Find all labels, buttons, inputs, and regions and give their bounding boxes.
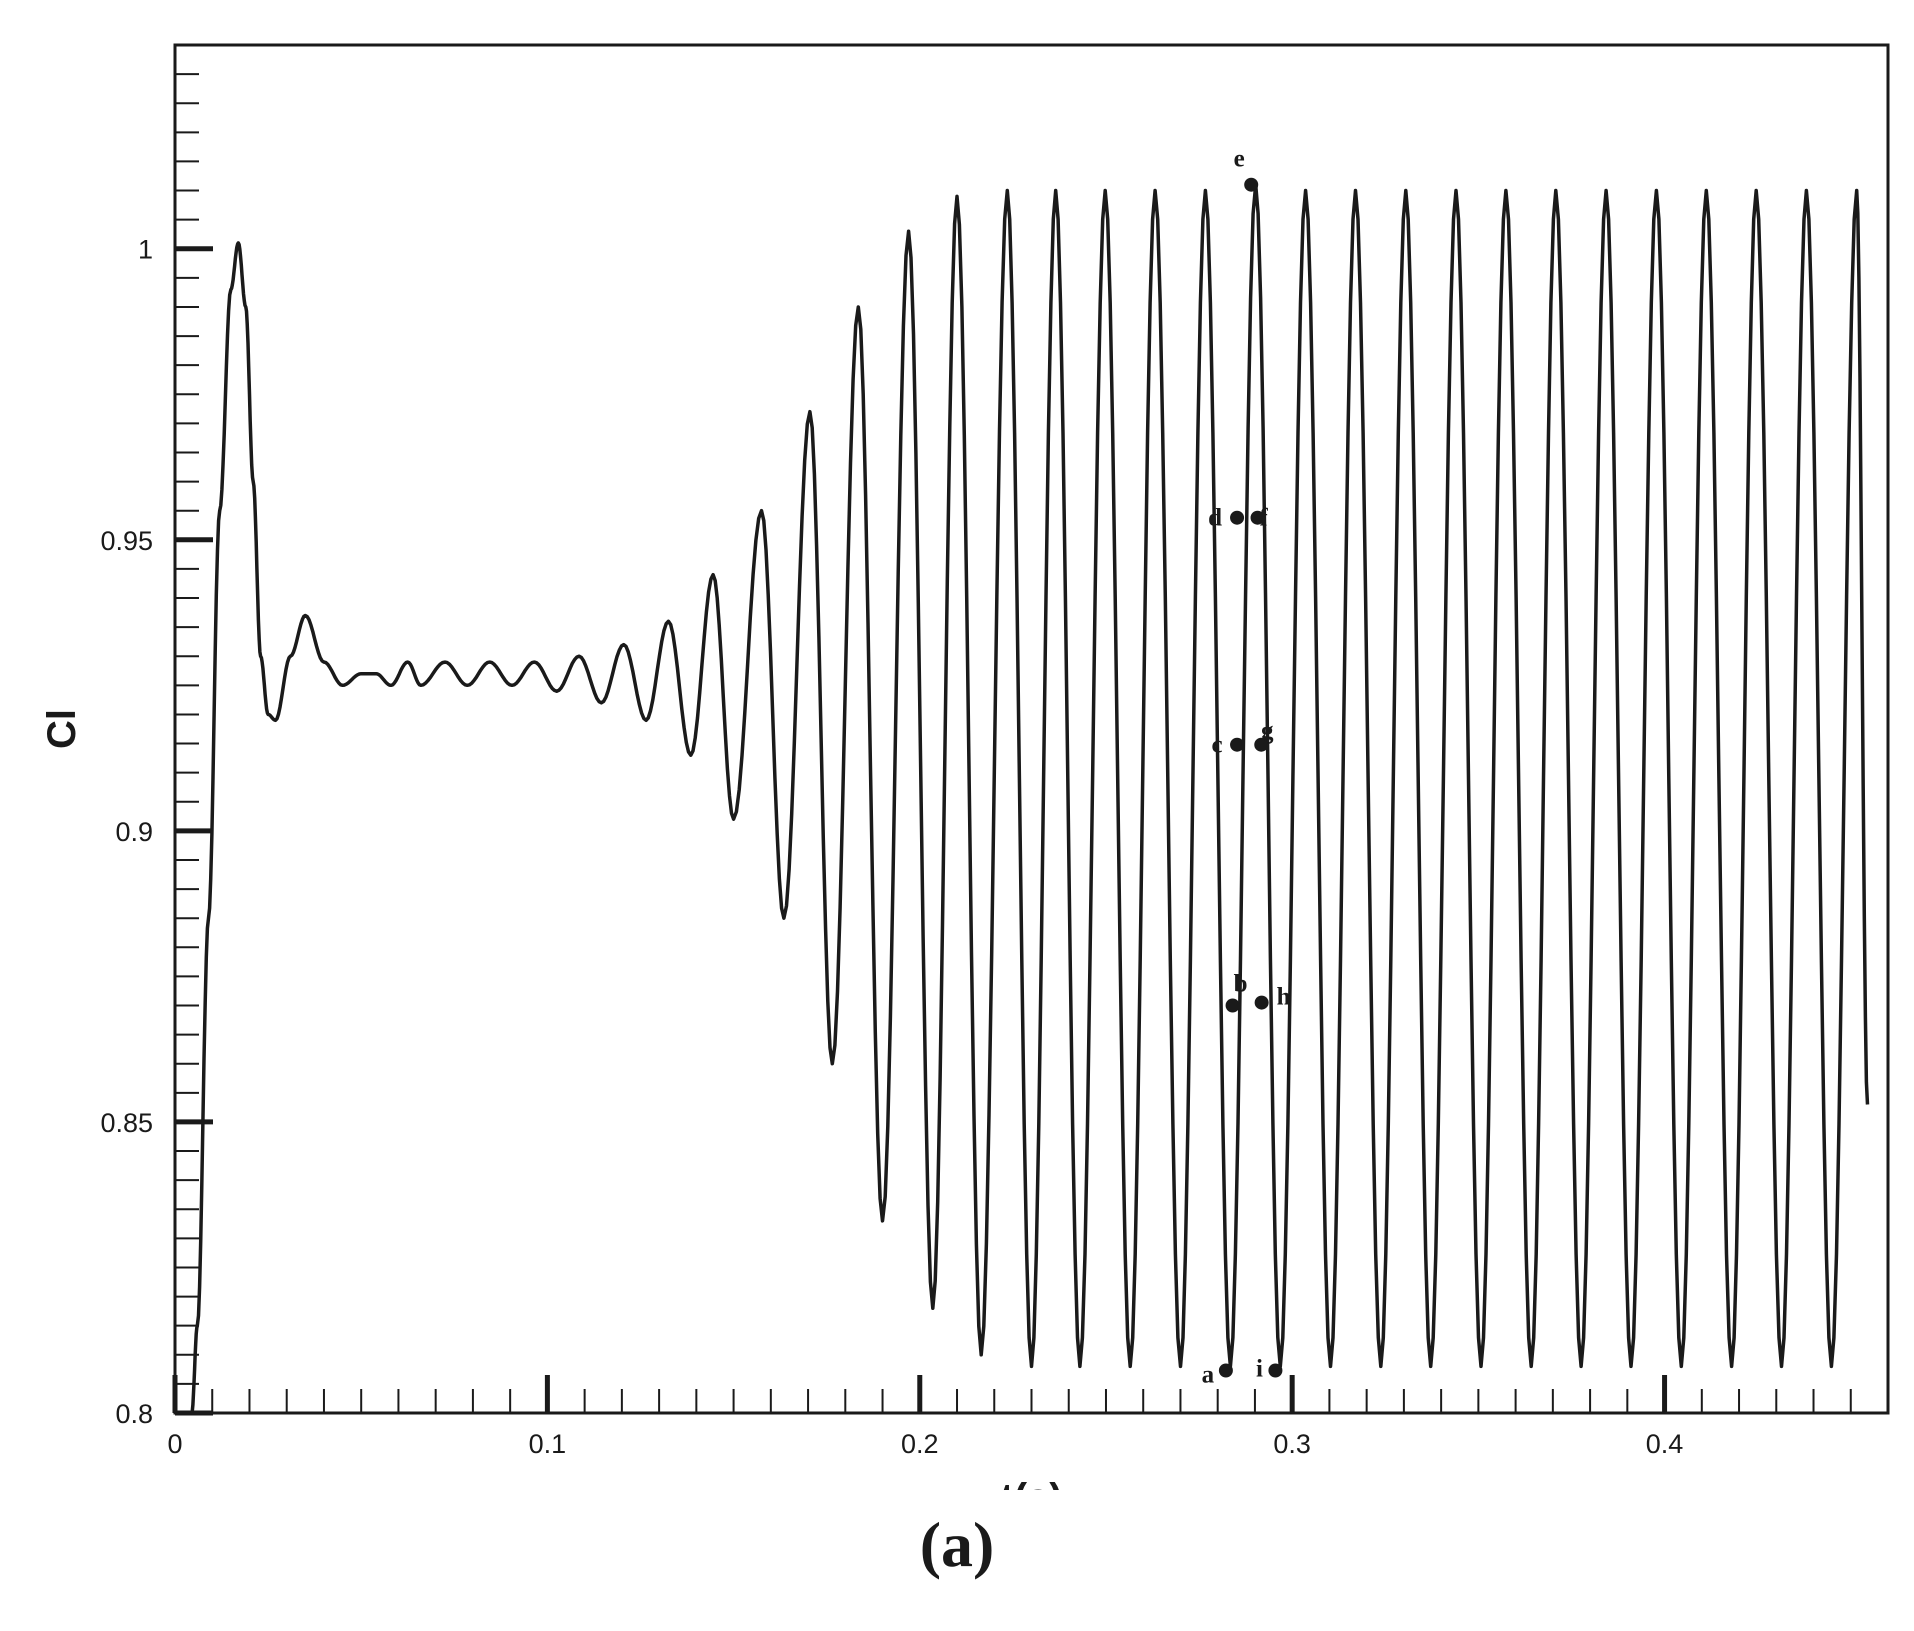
y-tick-label: 0.9 bbox=[115, 817, 153, 847]
marker-label-g: g bbox=[1261, 718, 1274, 745]
marker-label-i: i bbox=[1256, 1356, 1263, 1383]
cl-series-line bbox=[190, 182, 1870, 1414]
marker-label-c: c bbox=[1212, 732, 1223, 759]
y-tick-label: 0.95 bbox=[100, 526, 153, 556]
y-tick-label: 0.85 bbox=[100, 1108, 153, 1138]
cl-time-history-chart: 0.80.850.90.951 0 0.1 0.2 0.3 0.4 abcdefghi … bbox=[40, 43, 1890, 1490]
marker-label-e: e bbox=[1234, 146, 1245, 173]
marker-label-f: f bbox=[1259, 505, 1268, 532]
marker-point-b bbox=[1225, 998, 1240, 1013]
marker-point-c bbox=[1230, 737, 1245, 752]
marker-point-g bbox=[1254, 737, 1269, 752]
y-tick-label: 1 bbox=[138, 235, 153, 265]
caption-text: (a) bbox=[919, 1509, 995, 1580]
marker-label-b: b bbox=[1234, 971, 1248, 998]
x-tick-label: 0.2 bbox=[901, 1429, 939, 1459]
marker-label-d: d bbox=[1208, 505, 1222, 532]
x-tick-label: 0 bbox=[167, 1429, 182, 1459]
y-tick-label: 0.8 bbox=[115, 1399, 153, 1429]
x-axis: 0 0.1 0.2 0.3 0.4 bbox=[167, 1375, 1889, 1459]
marker-point-i bbox=[1268, 1363, 1283, 1378]
marker-point-f bbox=[1250, 510, 1265, 525]
marker-label-a: a bbox=[1202, 1362, 1215, 1389]
x-tick-label: 0.4 bbox=[1646, 1429, 1684, 1459]
y-axis-title: Cl bbox=[40, 709, 84, 749]
x-tick-label: 0.1 bbox=[529, 1429, 567, 1459]
marker-point-h bbox=[1254, 995, 1269, 1010]
x-tick-label: 0.3 bbox=[1273, 1429, 1311, 1459]
marker-point-a bbox=[1218, 1363, 1233, 1378]
marker-point-d bbox=[1230, 510, 1245, 525]
figure-caption: (a) bbox=[0, 1508, 1914, 1582]
marker-label-h: h bbox=[1277, 984, 1291, 1011]
marker-points: a b c d e f g h i bbox=[1202, 146, 1291, 1389]
plot-frame bbox=[173, 43, 1890, 1415]
x-axis-title: t(s) bbox=[1000, 1476, 1062, 1490]
marker-point-e bbox=[1244, 177, 1259, 192]
y-axis: 0.8 0.85 0.9 0.95 1 bbox=[100, 44, 213, 1429]
